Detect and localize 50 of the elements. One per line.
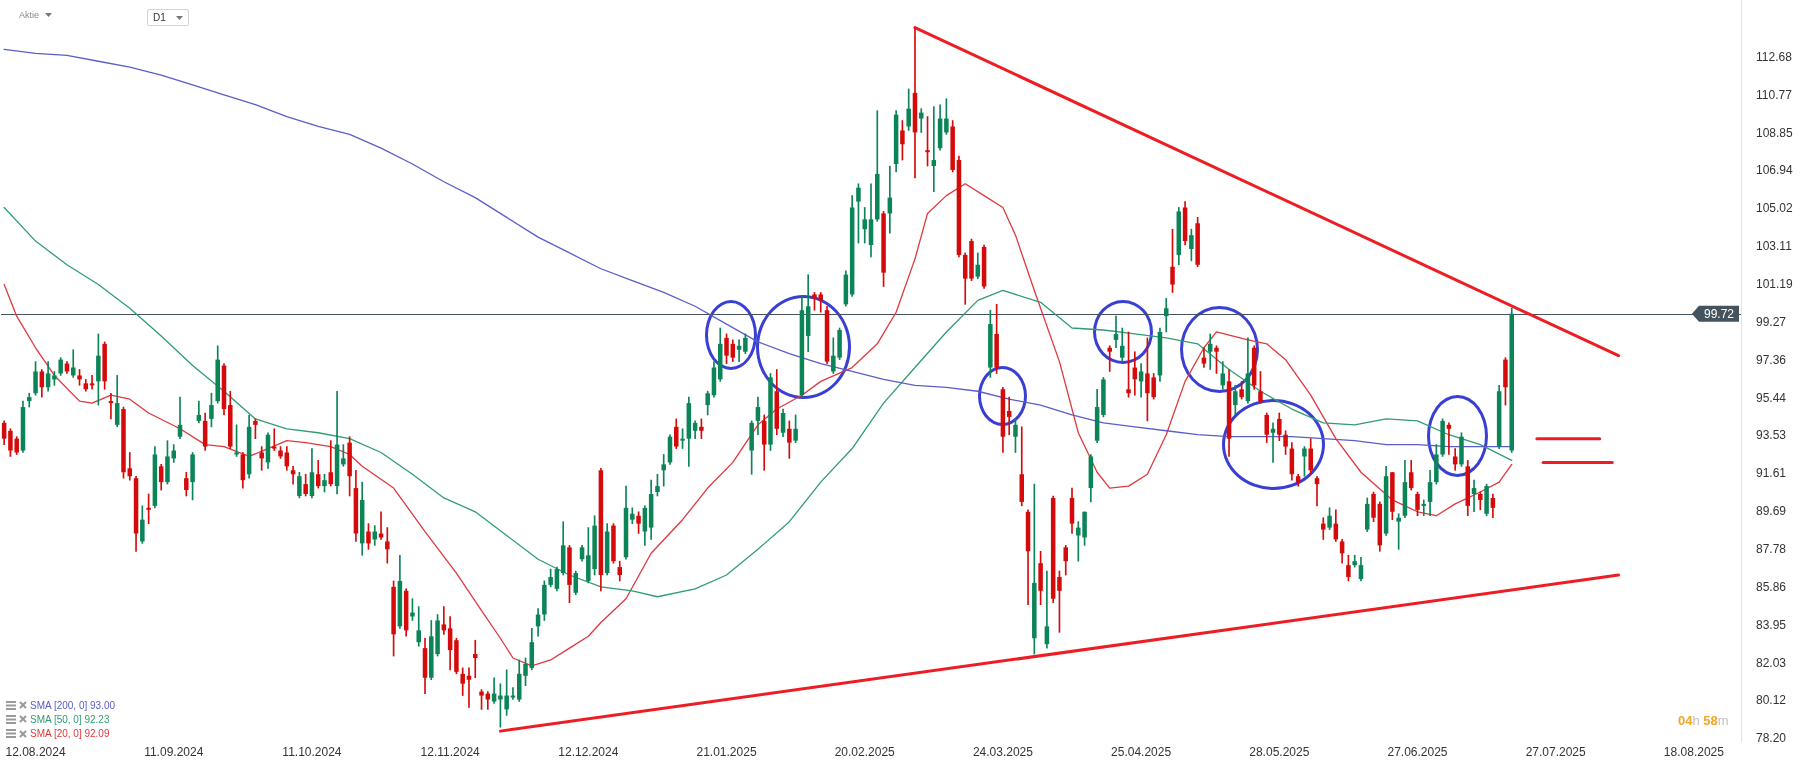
y-tick-label: 85.86 — [1756, 579, 1787, 594]
candlestick — [1321, 517, 1326, 540]
y-tick-label: 87.78 — [1756, 542, 1787, 557]
candlestick — [918, 108, 924, 133]
candlestick — [473, 639, 478, 679]
annotation: 04h 58m — [1678, 713, 1729, 728]
x-tick-label: 20.02.2025 — [834, 744, 896, 759]
y-tick-label: 99.27 — [1756, 314, 1787, 329]
candlestick — [385, 527, 390, 564]
x-tick-label: 12.08.2024 — [5, 744, 66, 759]
x-tick-label: 12.12.2024 — [558, 744, 619, 759]
dropdown-field: D1 — [147, 9, 189, 26]
y-tick-label: 78.20 — [1756, 731, 1787, 746]
x-tick-label: 25.04.2025 — [1111, 744, 1172, 759]
text: SMA [50, 0] 92.23 — [30, 713, 110, 725]
annotation: Aktie — [19, 10, 40, 20]
y-tick-label: 105.02 — [1756, 201, 1794, 216]
candlestick — [1044, 570, 1050, 649]
x-tick-label: 27.07.2025 — [1525, 744, 1587, 759]
y-tick-label: 101.19 — [1756, 277, 1794, 292]
y-tick-label: 91.61 — [1756, 466, 1787, 481]
x-tick-label: 21.01.2025 — [696, 744, 757, 759]
candlestick — [259, 446, 264, 471]
candlestick — [271, 428, 277, 451]
y-tick-label: 106.94 — [1756, 163, 1794, 178]
y-tick-label: 83.95 — [1756, 617, 1787, 632]
x-tick-label: 28.05.2025 — [1249, 744, 1310, 759]
y-tick-label: 95.44 — [1756, 390, 1787, 405]
y-tick-label: 97.36 — [1756, 352, 1787, 367]
y-tick-label: 103.11 — [1756, 239, 1793, 254]
candlestick — [70, 349, 76, 378]
y-tick-label: 89.69 — [1756, 504, 1787, 519]
ref-line-label: 99.72 — [1703, 307, 1735, 322]
x-tick-label: 12.11.2024 — [420, 744, 481, 759]
x-tick-label: 24.03.2025 — [972, 744, 1034, 759]
y-tick-label: 80.12 — [1756, 693, 1787, 708]
x-tick-label: 11.09.2024 — [144, 744, 204, 759]
y-tick-label: 93.53 — [1756, 428, 1787, 443]
x-tick-label: 11.10.2024 — [282, 744, 342, 759]
x-tick-label: 27.06.2025 — [1387, 744, 1448, 759]
annotation: D1 — [153, 12, 166, 23]
text: SMA [200, 0] 93.00 — [30, 699, 116, 711]
y-tick-label: 110.77 — [1756, 87, 1793, 102]
candlestick — [1107, 345, 1112, 372]
candlestick — [661, 454, 666, 487]
x-tick-label: 18.08.2025 — [1663, 744, 1725, 759]
y-tick-label: 82.03 — [1756, 655, 1787, 670]
y-tick-label: 108.85 — [1756, 125, 1794, 140]
text: SMA [20, 0] 92.09 — [30, 728, 110, 740]
y-tick-label: 112.68 — [1756, 50, 1793, 65]
